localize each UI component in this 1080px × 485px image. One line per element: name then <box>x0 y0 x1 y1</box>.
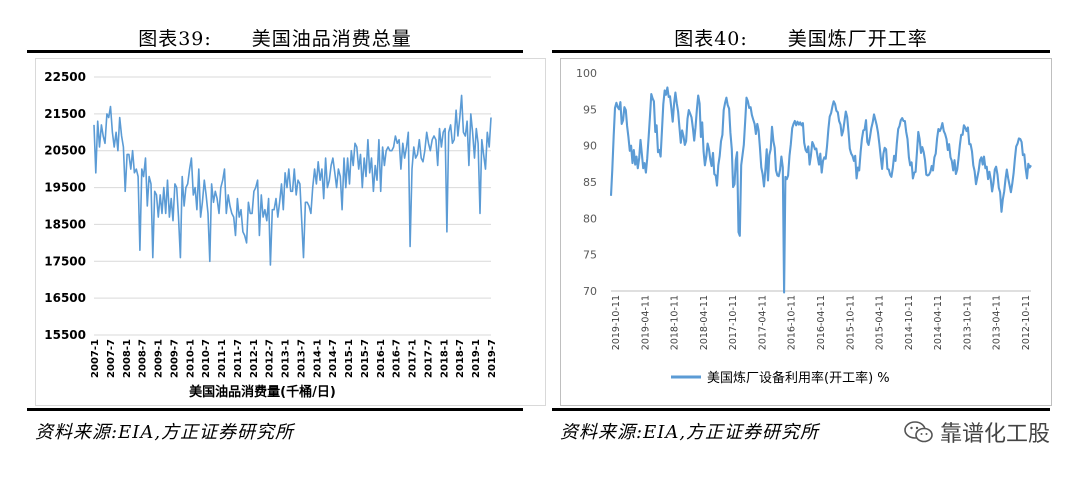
x-tick-label: 2019-04-11 <box>640 295 651 350</box>
utilization-series-line <box>609 86 1032 294</box>
x-tick-label: 2016-04-11 <box>816 295 827 350</box>
y-tick-label: 75 <box>583 249 597 262</box>
x-axis-label: 美国油品消费量(千桶/日) <box>189 384 336 400</box>
y-tick-label: 85 <box>583 176 597 189</box>
x-tick-label: 2018-10-11 <box>670 295 681 350</box>
x-tick-label: 2014-1 <box>312 339 323 378</box>
x-tick-label: 2017-04-11 <box>757 295 768 350</box>
y-tick-label: 22500 <box>44 70 86 84</box>
x-tick-label: 2011-7 <box>233 339 244 378</box>
x-tick-label: 2016-10-11 <box>787 295 798 350</box>
y-tick-label: 95 <box>583 103 597 116</box>
y-tick-label: 15500 <box>44 328 86 342</box>
left-chart-area: 15500 16500 17500 18500 19500 20500 21500 22500… <box>35 58 546 406</box>
x-tick-label: 2014-10-11 <box>904 295 915 350</box>
y-tick-label: 80 <box>583 212 597 225</box>
y-tick-label: 90 <box>583 140 597 153</box>
y-tick-label: 16500 <box>44 291 86 305</box>
y-tick-label: 20500 <box>44 144 86 158</box>
x-tick-label: 2012-10-11 <box>1021 295 1032 350</box>
x-tick-label: 2017-10-11 <box>728 295 739 350</box>
x-tick-label: 2014-04-11 <box>933 295 944 350</box>
x-tick-label: 2013-7 <box>296 339 307 378</box>
y-tick-label: 18500 <box>44 217 86 231</box>
x-tick-label: 2009-7 <box>169 339 180 378</box>
x-tick-label: 2007-1 <box>90 339 101 378</box>
x-tick-label: 2018-04-11 <box>699 295 710 350</box>
x-tick-label: 2015-1 <box>344 339 355 378</box>
right-chart-title: 图表40: 美国炼厂开工率 <box>552 24 1050 51</box>
y-tick-label: 17500 <box>44 254 86 268</box>
x-tick-label: 2016-1 <box>376 339 387 378</box>
right-chart-number: 图表40: <box>674 28 748 50</box>
wechat-icon <box>904 421 933 443</box>
x-tick-label: 2019-10-11 <box>611 295 622 350</box>
wechat-watermark: 靠谱化工股 <box>904 416 1050 448</box>
x-tick-label: 2007-7 <box>106 339 117 378</box>
left-chart-name: 美国油品消费总量 <box>251 28 412 50</box>
consumption-line-chart: 15500 16500 17500 18500 19500 20500 21500 22500… <box>44 70 498 400</box>
left-chart-number: 图表39: <box>138 28 212 50</box>
x-tick-label: 2012-7 <box>265 339 276 378</box>
y-tick-label: 21500 <box>44 107 86 121</box>
right-source-note: 资料来源:EIA,方正证券研究所 <box>560 422 820 443</box>
x-tick-label: 2008-7 <box>138 339 149 378</box>
x-tick-label: 2010-1 <box>185 339 196 378</box>
x-tick-label: 2015-7 <box>360 339 371 378</box>
utilization-line-chart: 70 75 80 85 90 95 100 2019-10-11 2019-04-11 2018-… <box>576 67 1032 386</box>
x-tick-label: 2017-1 <box>408 339 419 378</box>
x-tick-label: 2018-7 <box>455 339 466 378</box>
x-tick-label: 2013-1 <box>281 339 292 378</box>
x-tick-label: 2008-1 <box>122 339 133 378</box>
x-tick-label: 2014-7 <box>328 339 339 378</box>
right-bottom-rule <box>552 408 1050 411</box>
left-title-rule <box>27 50 523 53</box>
y-tick-label: 70 <box>583 285 597 298</box>
right-chart-area: 70 75 80 85 90 95 100 2019-10-11 2019-04-11 2018-… <box>560 58 1052 406</box>
x-tick-label: 2018-1 <box>439 339 450 378</box>
x-tick-label: 2016-7 <box>392 339 403 378</box>
x-tick-label: 2009-1 <box>154 339 165 378</box>
right-title-rule <box>552 50 1050 53</box>
left-chart-title: 图表39: 美国油品消费总量 <box>27 24 523 51</box>
x-tick-label: 2012-1 <box>249 339 260 378</box>
left-bottom-rule <box>27 408 523 411</box>
x-tick-label: 2015-10-11 <box>845 295 856 350</box>
x-tick-label: 2013-04-11 <box>992 295 1003 350</box>
x-tick-label: 2019-1 <box>471 339 482 378</box>
x-tick-label: 2011-1 <box>217 339 228 378</box>
y-tick-label: 19500 <box>44 181 86 195</box>
y-tick-label: 100 <box>576 67 597 80</box>
x-tick-label: 2013-10-11 <box>962 295 973 350</box>
x-tick-label: 2017-7 <box>423 339 434 378</box>
legend-label: 美国炼厂设备利用率(开工率) % <box>707 370 890 386</box>
x-tick-label: 2019-7 <box>487 339 498 378</box>
x-tick-label: 2015-04-11 <box>875 295 886 350</box>
consumption-series-line <box>93 94 492 266</box>
x-tick-label: 2010-7 <box>201 339 212 378</box>
right-chart-name: 美国炼厂开工率 <box>787 28 928 50</box>
watermark-text: 靠谱化工股 <box>939 422 1050 447</box>
left-source-note: 资料来源:EIA,方正证券研究所 <box>35 422 295 443</box>
